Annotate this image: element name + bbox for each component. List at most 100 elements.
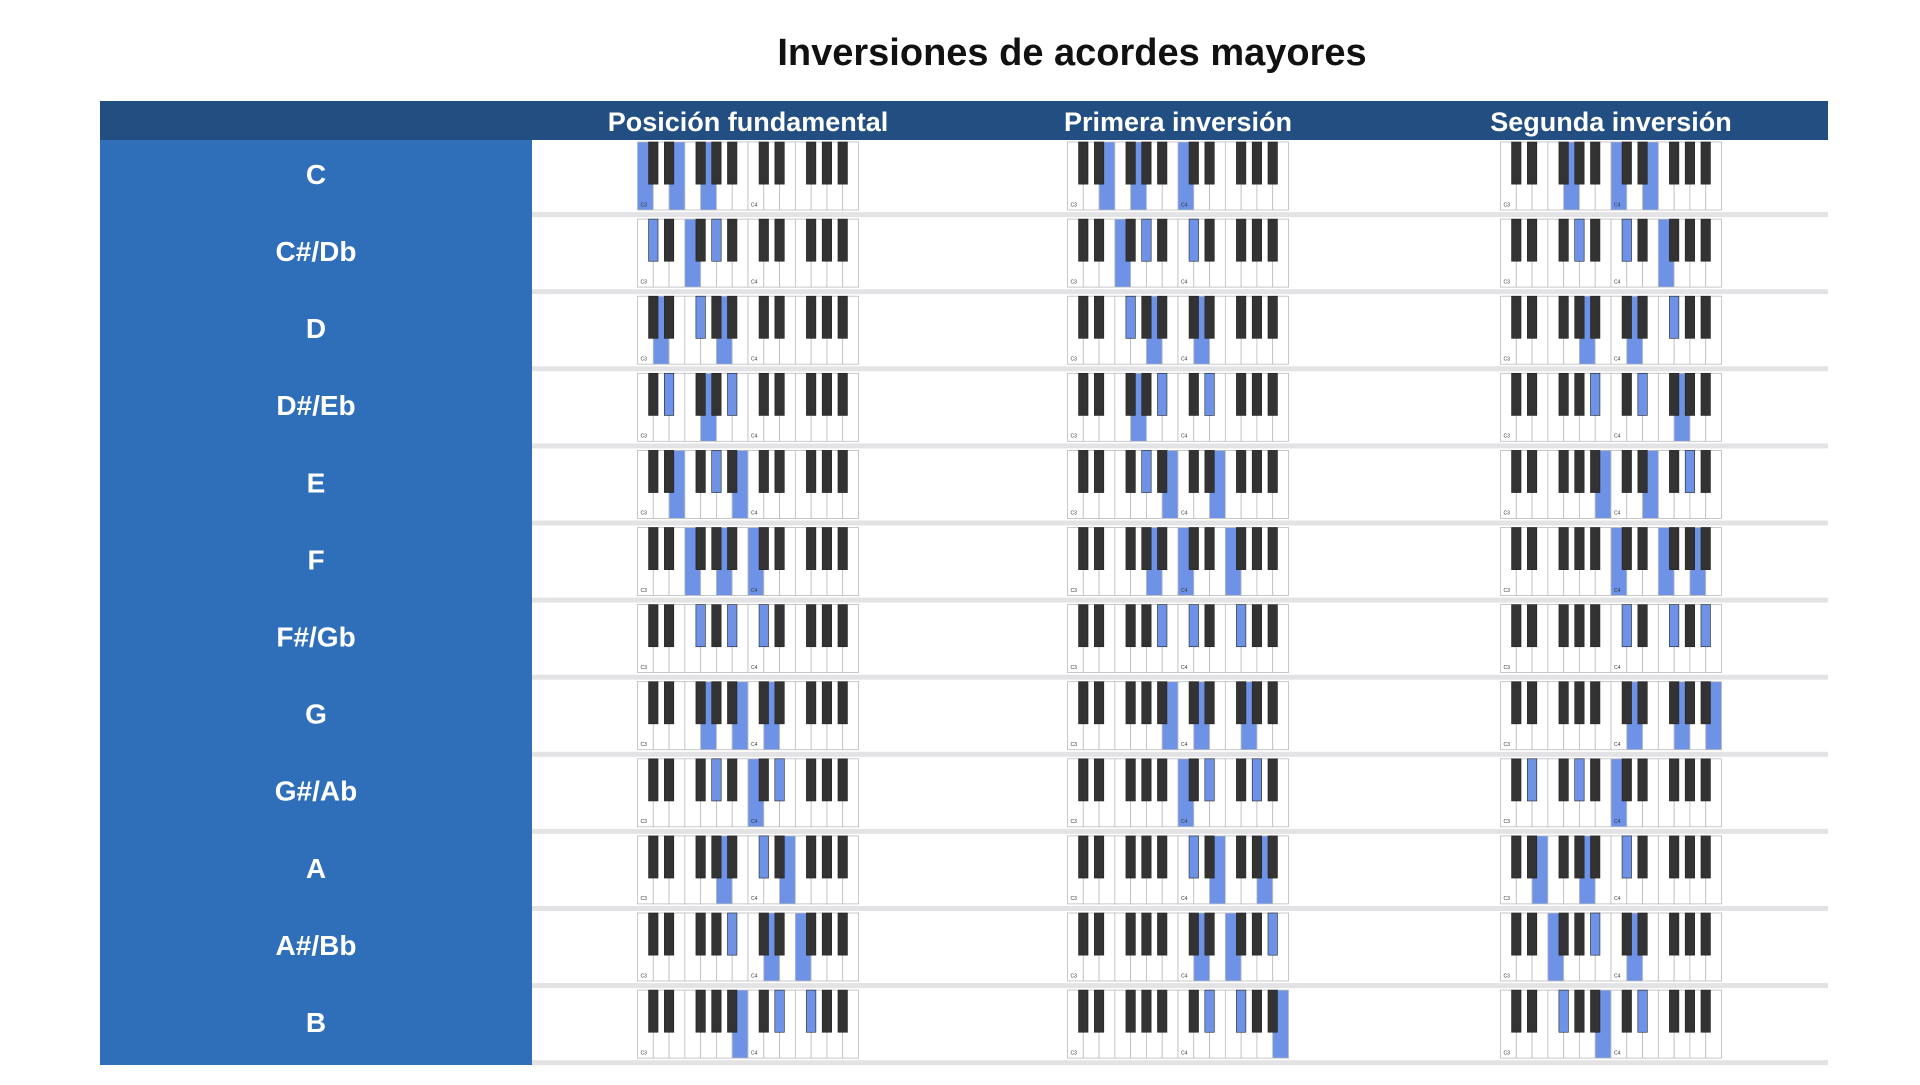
row-separator — [532, 212, 1828, 218]
header-bar — [100, 101, 1828, 140]
key-label: C4 — [1614, 896, 1621, 902]
black-key — [837, 141, 848, 185]
black-key — [837, 372, 848, 416]
key-label: C4 — [1181, 357, 1188, 363]
black-key — [1094, 295, 1105, 339]
black-key — [821, 912, 832, 956]
black-key — [774, 912, 785, 956]
black-key — [695, 141, 706, 185]
black-key — [664, 681, 675, 725]
black-key — [1527, 835, 1538, 879]
highlighted-key — [1590, 372, 1601, 416]
black-key — [1236, 450, 1247, 493]
black-key — [821, 835, 832, 879]
key-label: C4 — [1614, 202, 1621, 208]
highlighted-key — [774, 758, 785, 802]
black-key — [774, 604, 785, 648]
black-key — [821, 218, 832, 262]
black-key — [727, 835, 738, 879]
black-key — [1251, 295, 1262, 339]
key-label: C3 — [1071, 665, 1078, 671]
row-label: F — [307, 544, 324, 575]
black-key — [1251, 218, 1262, 262]
black-key — [1574, 835, 1585, 879]
key-label: C4 — [1181, 1050, 1188, 1056]
key-label: C3 — [1504, 434, 1511, 440]
black-key — [711, 372, 722, 416]
black-key — [695, 527, 706, 570]
black-key — [1094, 835, 1105, 879]
black-key — [1637, 758, 1648, 802]
row-label: E — [307, 467, 326, 498]
black-key — [1094, 604, 1105, 648]
row-separator — [532, 751, 1828, 757]
highlighted-key — [648, 218, 659, 262]
highlighted-key — [727, 912, 738, 956]
black-key — [695, 450, 706, 493]
black-key — [1590, 835, 1601, 879]
key-label: C3 — [1071, 357, 1078, 363]
key-label: C3 — [1071, 1050, 1078, 1056]
black-key — [821, 604, 832, 648]
key-label: C4 — [1614, 357, 1621, 363]
black-key — [1700, 450, 1711, 493]
black-key — [1637, 295, 1648, 339]
black-key — [1558, 835, 1569, 879]
key-label: C4 — [1181, 588, 1188, 594]
black-key — [1157, 141, 1168, 185]
key-label: C4 — [1181, 279, 1188, 285]
key-label: C4 — [751, 742, 758, 748]
black-key — [1637, 835, 1648, 879]
black-key — [1527, 912, 1538, 956]
black-key — [1637, 681, 1648, 725]
black-key — [1527, 527, 1538, 570]
black-key — [1157, 835, 1168, 879]
black-key — [1188, 450, 1199, 493]
highlighted-key — [1125, 295, 1136, 339]
black-key — [1700, 295, 1711, 339]
black-key — [1527, 141, 1538, 185]
black-key — [1511, 835, 1522, 879]
black-key — [758, 527, 769, 570]
black-key — [711, 295, 722, 339]
key-label: C4 — [1181, 511, 1188, 517]
key-label: C3 — [641, 742, 648, 748]
black-key — [1141, 372, 1152, 416]
highlighted-key — [1141, 450, 1152, 493]
black-key — [1157, 758, 1168, 802]
black-key — [1511, 912, 1522, 956]
black-key — [1141, 835, 1152, 879]
key-label: C3 — [641, 357, 648, 363]
black-key — [1236, 681, 1247, 725]
black-key — [1188, 912, 1199, 956]
black-key — [1511, 604, 1522, 648]
key-label: C4 — [1181, 896, 1188, 902]
black-key — [1558, 141, 1569, 185]
black-key — [1574, 681, 1585, 725]
row-separator — [532, 983, 1828, 989]
black-key — [1574, 141, 1585, 185]
black-key — [1078, 450, 1089, 493]
row-separator — [532, 828, 1828, 834]
black-key — [727, 295, 738, 339]
black-key — [1267, 835, 1278, 879]
black-key — [648, 604, 659, 648]
black-key — [1251, 527, 1262, 570]
highlighted-key — [695, 604, 706, 648]
black-key — [1621, 141, 1632, 185]
black-key — [806, 141, 817, 185]
key-label: C4 — [1614, 434, 1621, 440]
black-key — [1684, 912, 1695, 956]
key-label: C4 — [1181, 973, 1188, 979]
black-key — [837, 218, 848, 262]
black-key — [1157, 989, 1168, 1033]
black-key — [711, 912, 722, 956]
black-key — [821, 141, 832, 185]
black-key — [1267, 218, 1278, 262]
black-key — [1251, 450, 1262, 493]
black-key — [1125, 604, 1136, 648]
black-key — [1669, 141, 1680, 185]
key-label: C4 — [751, 588, 758, 594]
black-key — [1125, 218, 1136, 262]
